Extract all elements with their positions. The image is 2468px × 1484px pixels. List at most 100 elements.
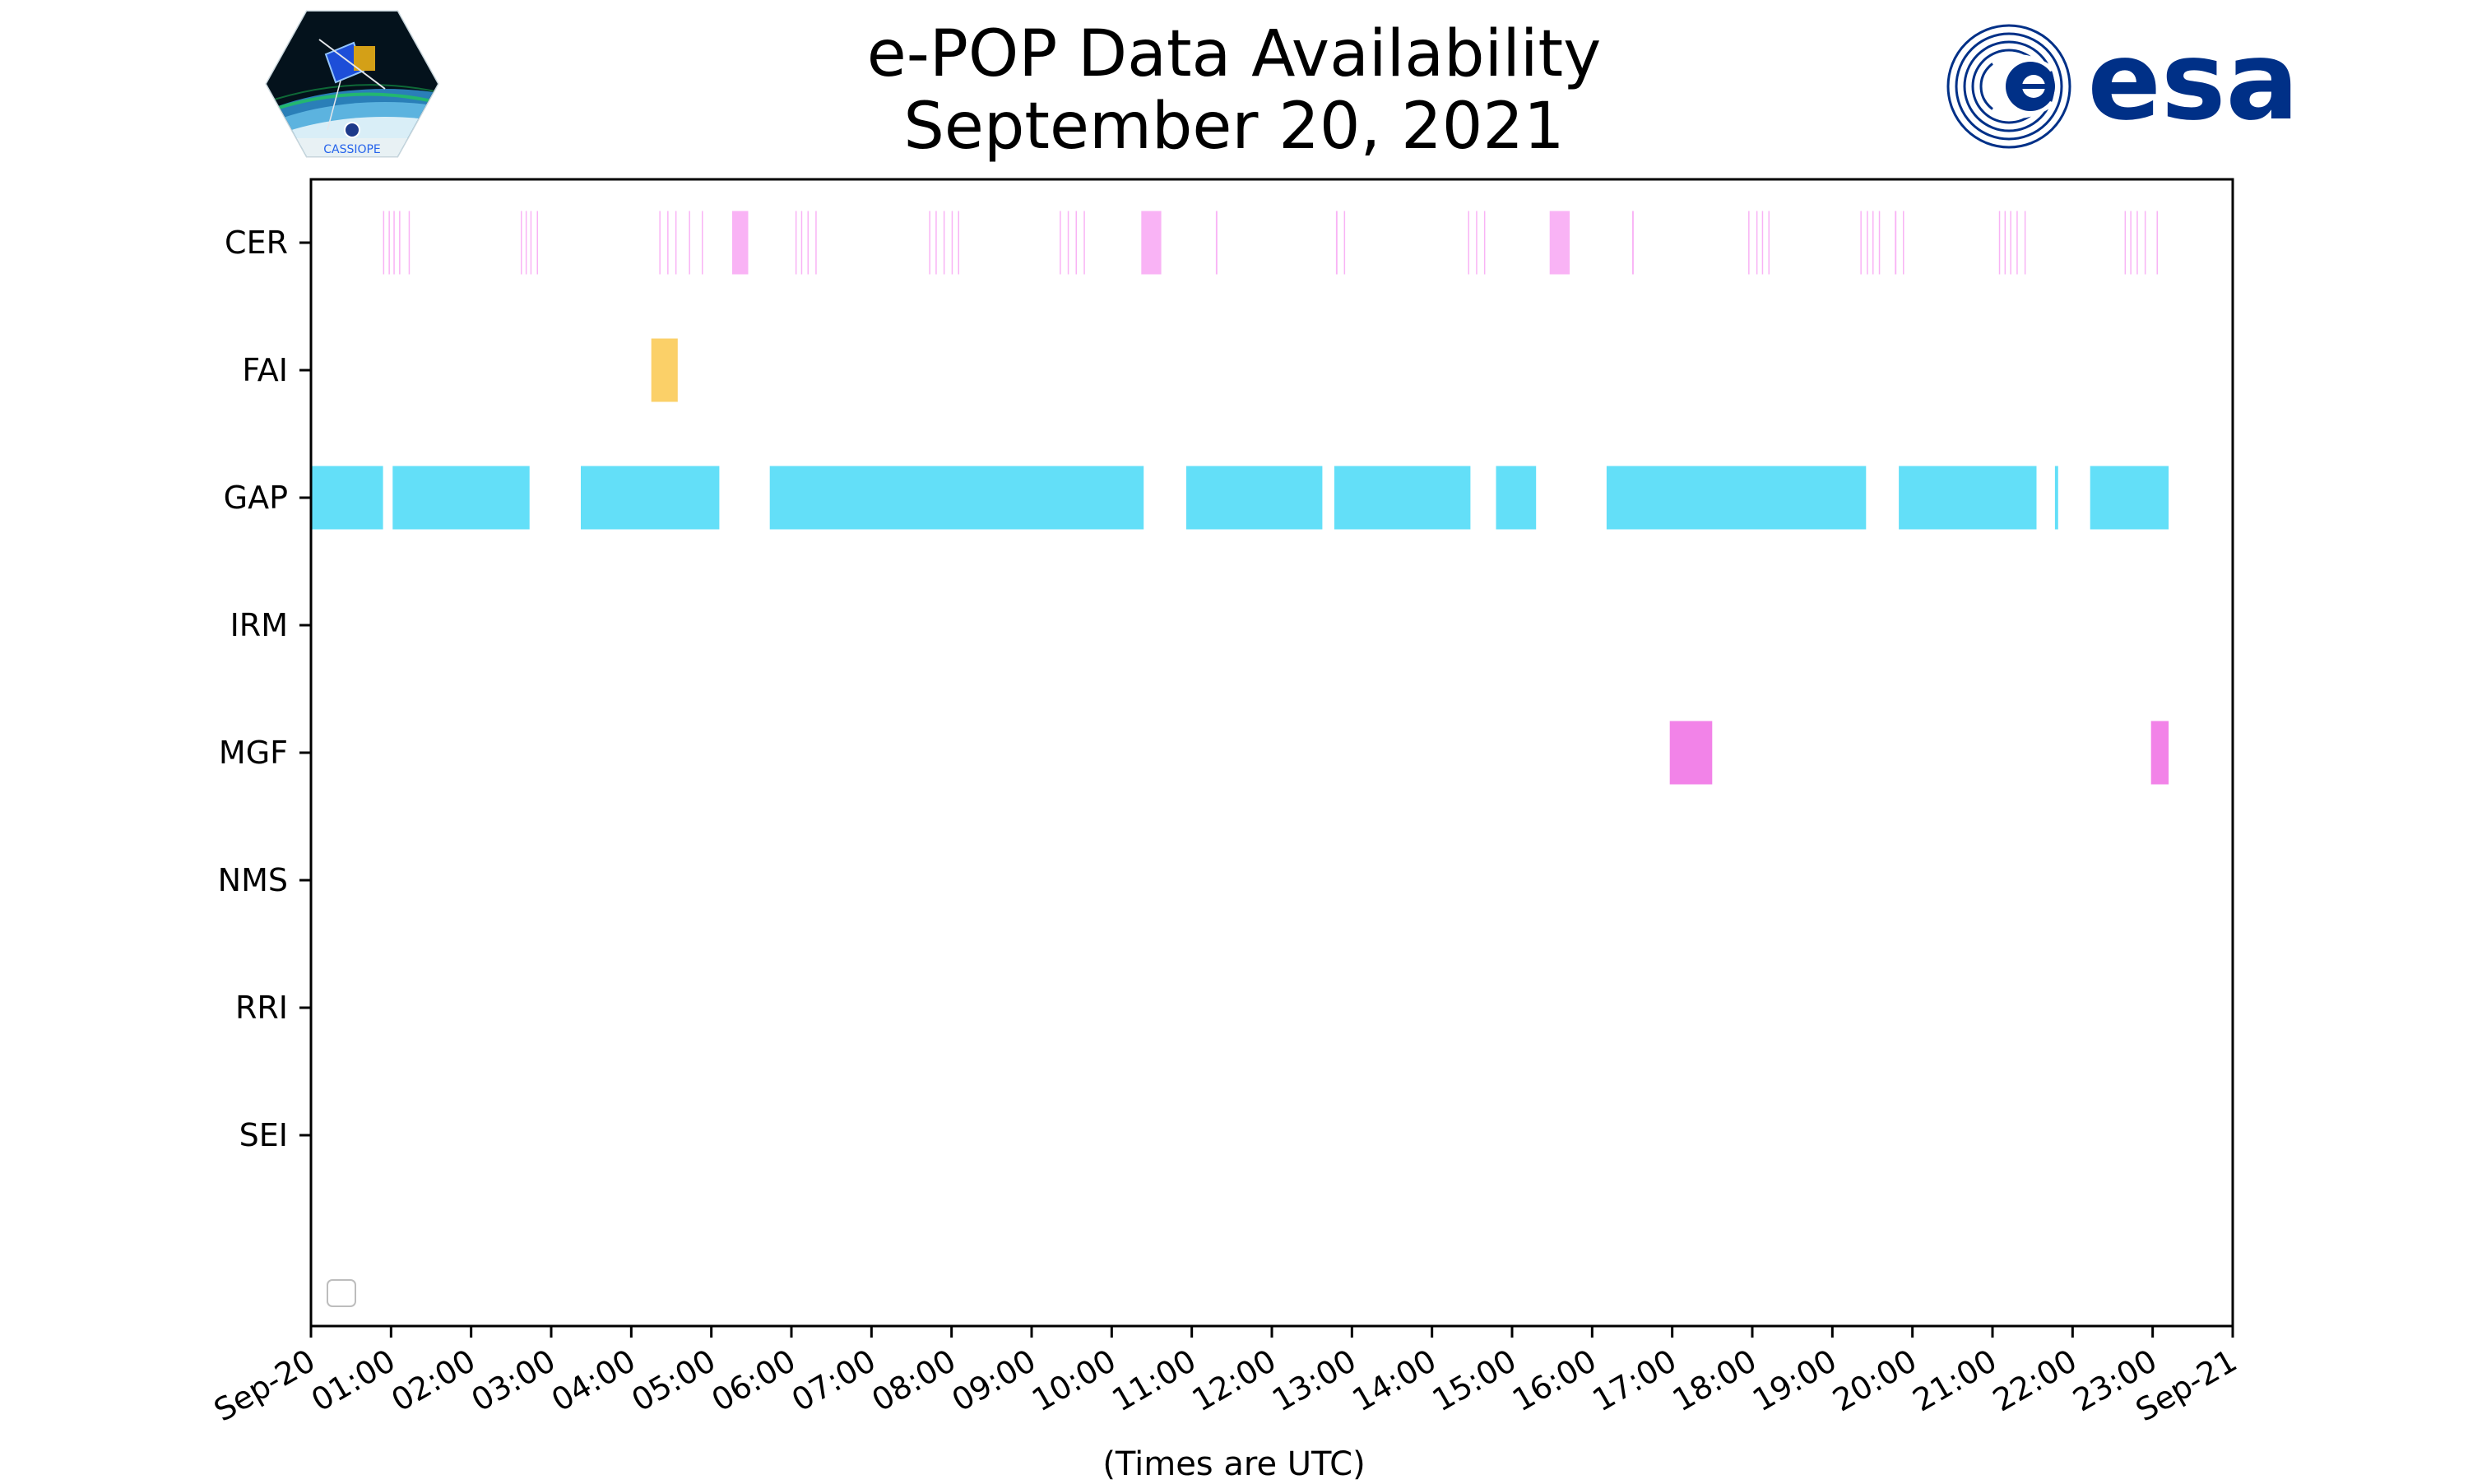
plot-area [309,178,2234,1328]
satellite-icon [318,39,386,131]
x-tick-label-15: 15:00 [1427,1343,1523,1419]
bar-cer-19 [929,211,930,275]
bar-cer-13 [702,211,703,275]
bar-cer-27 [1083,211,1085,275]
bar-cer-30 [1335,211,1338,275]
x-tick-label-16: 16:00 [1506,1343,1603,1419]
bar-cer-2 [393,211,395,275]
bar-gap-10 [2090,466,2169,530]
x-tick-label-9: 09:00 [946,1343,1042,1419]
bar-cer-8 [536,211,538,275]
bar-cer-34 [1483,211,1486,275]
bar-cer-31 [1343,211,1346,275]
bar-cer-46 [1903,211,1904,275]
y-tick-label-fai: FAI [242,352,288,388]
esa-logo-text: esa [2087,20,2299,145]
bar-cer-16 [800,211,803,275]
bar-gap-0 [311,466,383,530]
bar-fai-0 [651,338,678,402]
bar-cer-11 [675,211,677,275]
bar-mgf-1 [2150,721,2169,785]
bar-cer-4 [408,211,411,275]
x-axis: Sep-2001:0002:0003:0004:0005:0006:0007:0… [208,1326,2243,1429]
bar-gap-4 [1185,466,1323,530]
bar-cer-52 [2124,211,2127,275]
esa-logo: esa [1946,20,2299,149]
bar-cer-1 [388,211,390,275]
x-tick-label-8: 08:00 [865,1343,962,1419]
bar-cer-47 [1998,211,2001,275]
bar-cer-38 [1756,211,1758,275]
bar-cer-49 [2010,211,2011,275]
bar-cer-42 [1867,211,1868,275]
y-tick-label-gap: GAP [224,480,288,516]
y-tick-label-sei: SEI [239,1117,288,1153]
x-tick-label-19: 19:00 [1747,1343,1843,1419]
y-tick-label-rri: RRI [235,990,288,1026]
bar-mgf-0 [1669,721,1713,785]
bar-gap-7 [1606,466,1867,530]
bar-cer-0 [383,211,385,275]
bar-cer-50 [2016,211,2018,275]
y-tick-label-cer: CER [225,225,288,261]
bar-cer-25 [1067,211,1069,275]
y-tick-label-mgf: MGF [219,735,288,771]
x-tick-label-13: 13:00 [1266,1343,1362,1419]
bar-gap-2 [581,466,720,530]
bar-cer-5 [521,211,522,275]
bar-cer-3 [399,211,401,275]
bar-cer-26 [1075,211,1077,275]
bar-cer-51 [2024,211,2026,275]
x-tick-label-7: 07:00 [786,1343,882,1419]
cassiope-logo: CASSIOPE [265,10,439,158]
bar-cer-20 [935,211,937,275]
x-axis-label: (Times are UTC) [1102,1445,1366,1483]
bar-cer-12 [689,211,690,275]
x-tick-label-17: 17:00 [1586,1343,1682,1419]
bar-cer-28 [1141,211,1162,275]
bar-cer-6 [525,211,527,275]
y-tick-label-irm: IRM [230,607,288,643]
bar-cer-14 [732,211,749,275]
x-tick-label-10: 10:00 [1026,1343,1122,1419]
bar-cer-9 [659,211,661,275]
bar-cer-37 [1748,211,1750,275]
bar-gap-9 [2054,466,2058,530]
x-tick-label-12: 12:00 [1186,1343,1283,1419]
bar-cer-55 [2144,211,2146,275]
bar-gap-6 [1496,466,1537,530]
bar-cer-44 [1878,211,1881,275]
y-tick-label-nms: NMS [218,862,288,898]
bar-cer-18 [815,211,817,275]
bar-gap-5 [1334,466,1471,530]
x-tick-label-22: 22:00 [1987,1343,2083,1419]
bar-gap-1 [392,466,530,530]
bar-gap-3 [769,466,1144,530]
bar-cer-48 [2004,211,2006,275]
x-tick-label-6: 06:00 [706,1343,802,1419]
x-tick-label-20: 20:00 [1826,1343,1923,1419]
bar-cer-33 [1476,211,1478,275]
bar-cer-43 [1872,211,1874,275]
chart-title-block: e-POP Data Availability September 20, 20… [0,18,2468,163]
chart-subtitle: September 20, 2021 [903,90,1565,164]
bar-cer-40 [1768,211,1770,275]
x-tick-label-3: 03:00 [466,1343,562,1419]
legend-box [327,1279,356,1307]
y-axis: CER FAI GAP IRM MGF NMS RRI SEI [218,225,311,1153]
x-tick-label-1: 01:00 [305,1343,401,1419]
bar-cer-17 [807,211,809,275]
bar-cer-41 [1860,211,1862,275]
bar-cer-56 [2156,211,2158,275]
bar-cer-24 [1060,211,1061,275]
bar-cer-53 [2130,211,2132,275]
bar-cer-22 [951,211,953,275]
x-tick-label-21: 21:00 [1907,1343,2003,1419]
x-tick-label-4: 04:00 [545,1343,642,1419]
bar-cer-54 [2136,211,2138,275]
bar-cer-36 [1632,211,1634,275]
chart-title: e-POP Data Availability [866,17,1602,91]
bar-cer-7 [530,211,532,275]
x-tick-label-18: 18:00 [1667,1343,1763,1419]
